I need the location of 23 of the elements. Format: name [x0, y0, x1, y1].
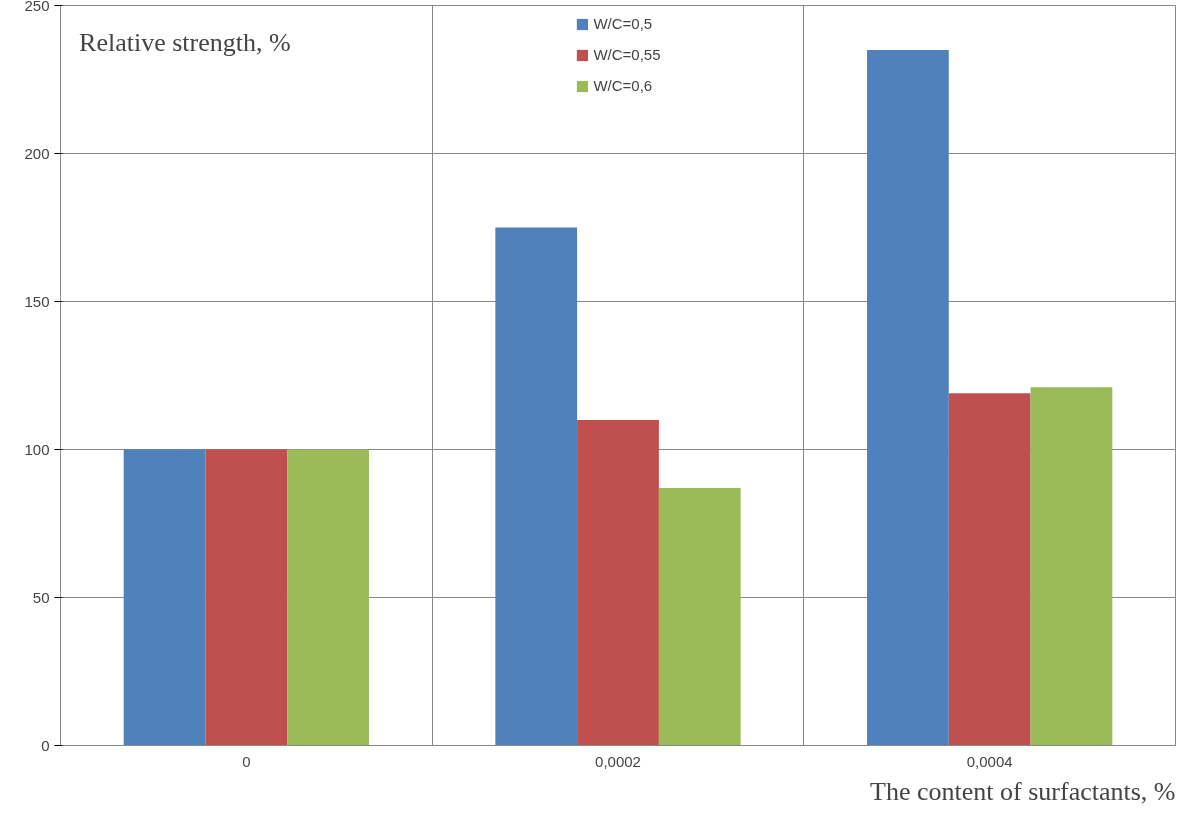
y-tick-label: 250: [24, 0, 50, 14]
x-axis-title: The content of surfactants, %: [870, 776, 1176, 806]
legend-label: W/C=0,6: [593, 77, 653, 94]
bar: [287, 449, 369, 746]
legend-label: W/C=0,55: [593, 46, 661, 63]
bar: [867, 49, 949, 746]
bar: [205, 449, 288, 746]
bar: [123, 449, 206, 746]
y-tick-label: 50: [32, 588, 50, 606]
bar: [577, 419, 659, 746]
bar: [1030, 387, 1113, 746]
y-tick-label: 100: [24, 440, 50, 458]
legend-label: W/C=0,5: [593, 15, 653, 32]
bar: [948, 393, 1031, 746]
bar: [658, 487, 741, 746]
y-axis-title: Relative strength, %: [79, 28, 291, 58]
y-tick-label: 0: [41, 736, 50, 754]
x-tick-label: 0,0002: [595, 752, 641, 770]
bar: [495, 227, 578, 746]
x-tick-label: 0: [242, 752, 251, 770]
x-tick-label: 0,0004: [966, 752, 1013, 770]
y-tick-label: 200: [24, 144, 50, 162]
y-tick-label: 150: [24, 292, 50, 310]
